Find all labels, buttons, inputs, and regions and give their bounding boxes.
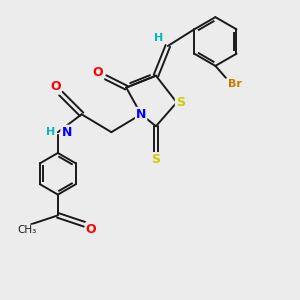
Text: CH₃: CH₃ xyxy=(17,225,36,235)
Text: N: N xyxy=(136,108,146,121)
Text: S: S xyxy=(152,153,160,166)
Text: Br: Br xyxy=(228,79,242,89)
Text: O: O xyxy=(50,80,61,94)
Text: O: O xyxy=(86,223,97,236)
Text: H: H xyxy=(46,127,56,137)
Text: S: S xyxy=(176,96,185,109)
Text: N: N xyxy=(61,126,72,139)
Text: O: O xyxy=(93,66,103,79)
Text: H: H xyxy=(154,33,163,43)
